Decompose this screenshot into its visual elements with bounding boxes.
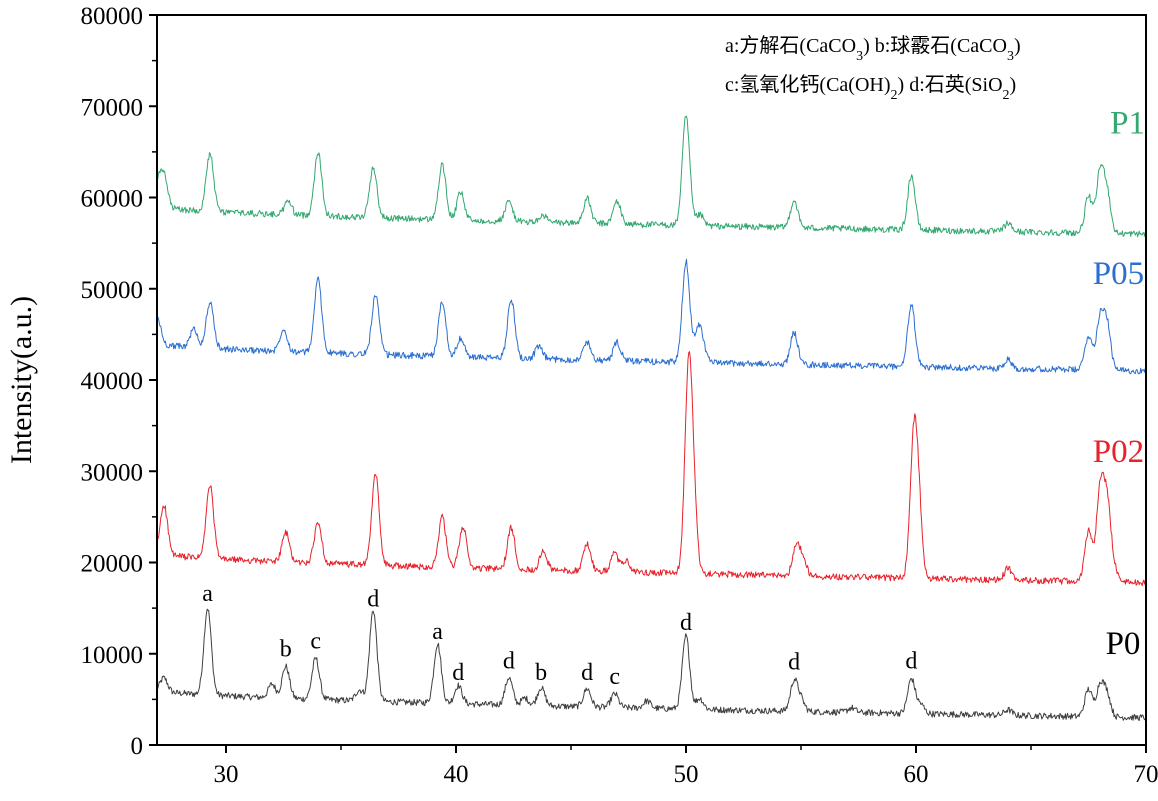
x-tick-label: 30 xyxy=(214,761,239,788)
x-tick-label: 70 xyxy=(1134,761,1158,788)
y-tick-label: 10000 xyxy=(81,642,144,669)
legend-line: c:氢氧化钙(Ca(OH)2) d:石英(SiO2) xyxy=(725,73,1016,103)
x-tick-label: 50 xyxy=(674,761,699,788)
x-tick-label: 60 xyxy=(904,761,929,788)
peak-label: d xyxy=(503,648,515,674)
y-tick-label: 80000 xyxy=(81,3,144,30)
legend-subscript: 2 xyxy=(891,88,898,103)
peak-label: b xyxy=(280,636,292,662)
legend-text-run: c:氢氧化钙(Ca(OH) xyxy=(725,73,891,96)
legend-subscript: 2 xyxy=(1003,88,1010,103)
y-tick-label: 70000 xyxy=(81,94,144,121)
peak-label: d xyxy=(788,649,800,675)
y-tick-label: 50000 xyxy=(81,277,144,304)
peak-label: c xyxy=(609,664,620,690)
series-line-p05 xyxy=(156,258,1147,375)
legend-subscript: 3 xyxy=(1007,49,1014,64)
peak-label: d xyxy=(581,660,593,686)
peak-label: a xyxy=(432,619,443,645)
series-line-p1 xyxy=(156,115,1147,238)
axes-layer: 0 10000 20000 30000 40000 50000 60000 70000 8000… xyxy=(5,3,1158,788)
legend-text-run: a:方解石(CaCO xyxy=(725,34,856,57)
y-tick-label: 0 xyxy=(131,733,144,760)
legend-text-run: ) b:球霰石(CaCO xyxy=(863,34,1007,57)
legend-text-run: ) xyxy=(1010,74,1017,96)
legend-text-run: ) d:石英(SiO xyxy=(898,73,1003,96)
peak-label: d xyxy=(367,586,379,612)
legend-subscript: 3 xyxy=(856,49,863,64)
peak-label: b xyxy=(535,660,547,686)
peak-label: c xyxy=(310,628,321,654)
x-tick-label: 40 xyxy=(444,761,469,788)
legend-line: a:方解石(CaCO3) b:球霰石(CaCO3) xyxy=(725,34,1021,64)
series-label: P1 xyxy=(1110,106,1145,142)
plot-frame xyxy=(156,14,1147,746)
peak-label: d xyxy=(452,660,464,686)
y-axis-title: Intensity(a.u.) xyxy=(5,296,38,464)
y-tick-label: 30000 xyxy=(81,459,144,486)
series-line-p02 xyxy=(156,351,1147,587)
series-label: P02 xyxy=(1093,434,1144,470)
y-tick-label: 60000 xyxy=(81,186,144,213)
series-layer xyxy=(156,115,1147,721)
series-label: P05 xyxy=(1093,256,1144,292)
peak-label: a xyxy=(202,581,213,607)
legend-text-run: ) xyxy=(1014,35,1021,57)
y-tick-label: 40000 xyxy=(81,368,144,395)
peak-label: d xyxy=(680,610,692,636)
series-label: P0 xyxy=(1106,626,1141,662)
peak-label: d xyxy=(905,648,917,674)
legend-box: a:方解石(CaCO3) b:球霰石(CaCO3)c:氢氧化钙(Ca(OH)2)… xyxy=(725,34,1021,103)
series-line-p0 xyxy=(156,608,1147,721)
y-tick-label: 20000 xyxy=(81,551,144,578)
